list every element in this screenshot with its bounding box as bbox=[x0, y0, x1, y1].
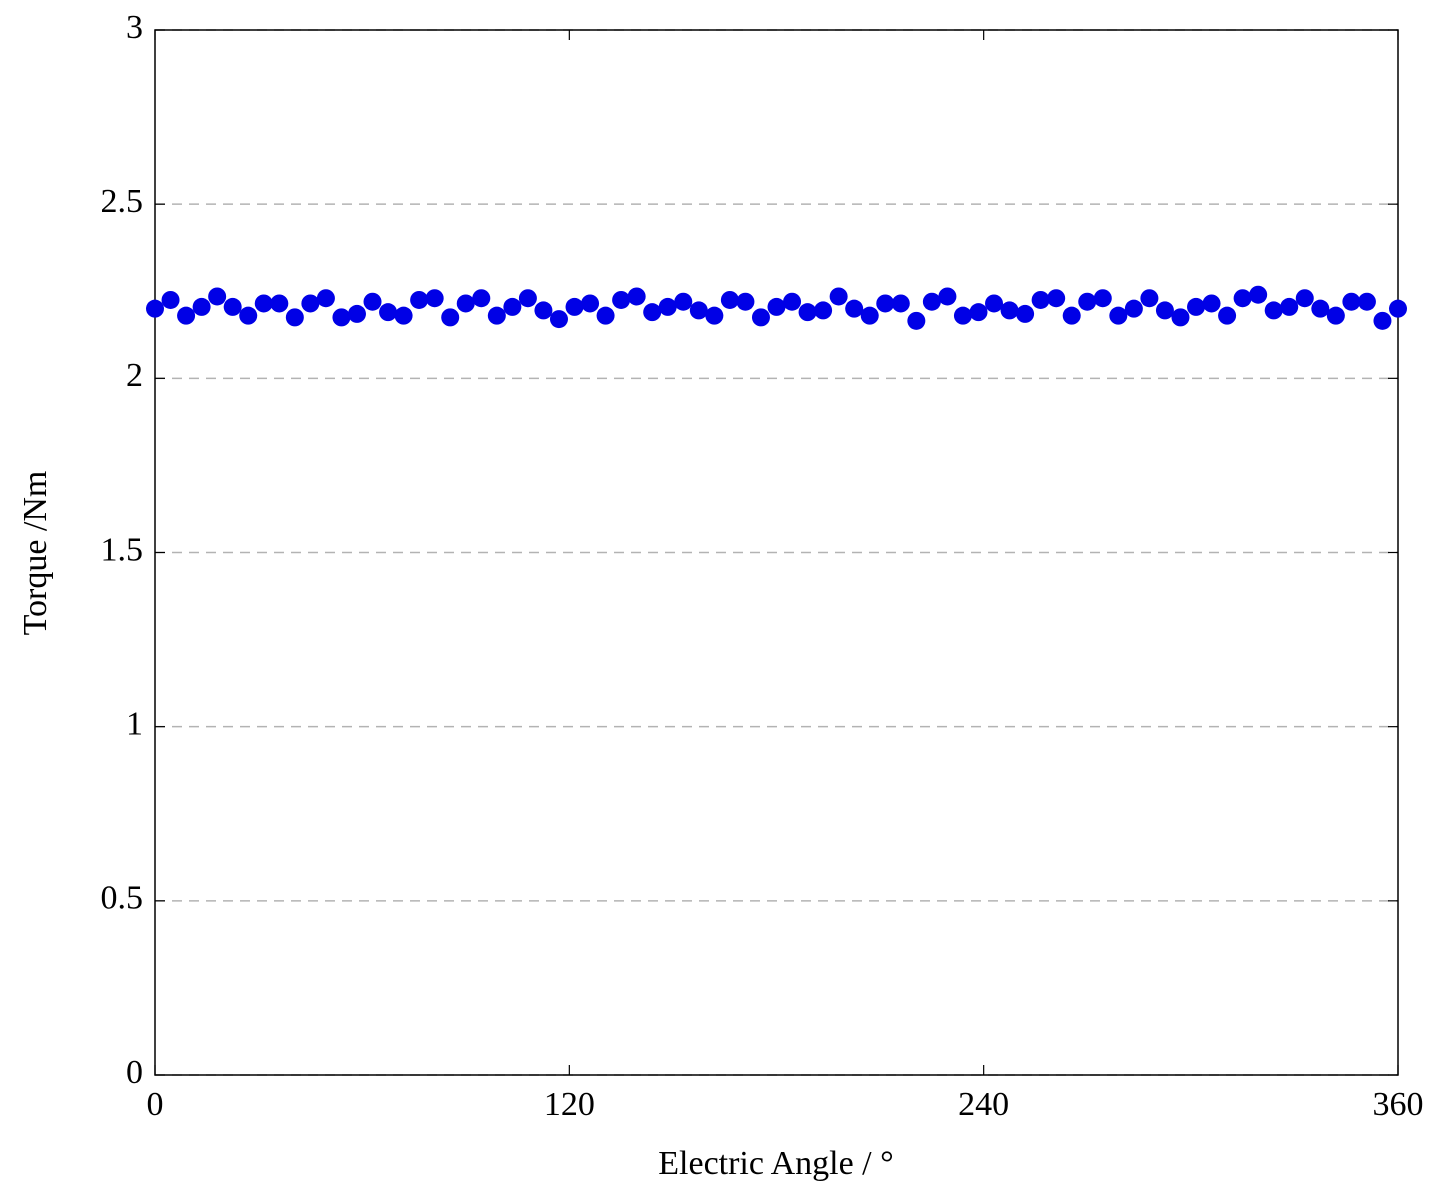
point bbox=[425, 289, 444, 308]
point bbox=[146, 299, 164, 318]
point bbox=[270, 294, 289, 313]
point bbox=[379, 303, 398, 322]
point bbox=[1342, 292, 1361, 311]
x-tick-label: 240 bbox=[958, 1086, 1009, 1123]
point bbox=[643, 303, 662, 322]
y-tick-label: 0 bbox=[126, 1054, 143, 1091]
point bbox=[503, 297, 522, 316]
point bbox=[876, 294, 895, 313]
point bbox=[1264, 301, 1283, 320]
y-tick-label: 1.5 bbox=[101, 531, 144, 568]
point bbox=[1062, 306, 1081, 325]
x-tick-label: 360 bbox=[1373, 1086, 1424, 1123]
y-tick-label: 2 bbox=[126, 357, 143, 394]
point bbox=[674, 292, 693, 311]
point bbox=[208, 287, 227, 306]
point bbox=[549, 310, 568, 329]
point bbox=[1389, 299, 1407, 318]
point bbox=[487, 306, 506, 325]
point bbox=[565, 297, 584, 316]
point bbox=[1233, 289, 1252, 308]
point bbox=[1171, 308, 1190, 327]
point bbox=[1109, 306, 1128, 325]
point bbox=[223, 297, 242, 316]
point bbox=[736, 292, 755, 311]
point bbox=[301, 294, 320, 313]
point bbox=[985, 294, 1004, 313]
point bbox=[410, 290, 429, 309]
point bbox=[783, 292, 802, 311]
y-tick-label: 1 bbox=[126, 705, 143, 742]
point bbox=[1000, 301, 1019, 320]
point bbox=[1047, 289, 1066, 308]
x-tick-label: 120 bbox=[544, 1086, 595, 1123]
point bbox=[612, 290, 631, 309]
point bbox=[1031, 290, 1050, 309]
point bbox=[394, 306, 413, 325]
point bbox=[1140, 289, 1159, 308]
y-axis-label: Torque /Nm bbox=[17, 471, 54, 636]
point bbox=[969, 303, 988, 322]
point bbox=[363, 292, 382, 311]
point bbox=[456, 294, 475, 313]
point bbox=[720, 290, 739, 309]
point bbox=[1016, 304, 1035, 323]
point bbox=[938, 287, 957, 306]
point bbox=[161, 290, 180, 309]
point bbox=[332, 308, 351, 327]
point bbox=[658, 297, 677, 316]
point bbox=[1280, 297, 1299, 316]
y-tick-label: 3 bbox=[126, 9, 143, 46]
point bbox=[1155, 301, 1174, 320]
point bbox=[347, 304, 366, 323]
point bbox=[1373, 311, 1392, 330]
point bbox=[751, 308, 770, 327]
point bbox=[1357, 292, 1376, 311]
point bbox=[1078, 292, 1097, 311]
plot-frame bbox=[154, 29, 1399, 1076]
point bbox=[689, 301, 708, 320]
y-tick-label: 2.5 bbox=[101, 183, 144, 220]
point bbox=[254, 294, 273, 313]
point bbox=[1249, 285, 1268, 304]
point bbox=[767, 297, 786, 316]
point bbox=[285, 308, 304, 327]
point bbox=[316, 289, 335, 308]
point bbox=[891, 294, 910, 313]
point bbox=[814, 301, 833, 320]
point bbox=[1093, 289, 1112, 308]
point bbox=[472, 289, 491, 308]
point bbox=[596, 306, 615, 325]
point bbox=[534, 301, 553, 320]
point bbox=[798, 303, 817, 322]
point bbox=[1202, 294, 1221, 313]
y-tick-label: 0.5 bbox=[101, 880, 144, 917]
point bbox=[1218, 306, 1237, 325]
point bbox=[1326, 306, 1345, 325]
point bbox=[1187, 297, 1206, 316]
point bbox=[860, 306, 879, 325]
point bbox=[177, 306, 196, 325]
point bbox=[1311, 299, 1330, 318]
point bbox=[1124, 299, 1143, 318]
point bbox=[705, 306, 724, 325]
point bbox=[627, 287, 646, 306]
point bbox=[907, 311, 926, 330]
point bbox=[239, 306, 258, 325]
point bbox=[829, 287, 848, 306]
point bbox=[845, 299, 864, 318]
x-tick-label: 0 bbox=[147, 1086, 164, 1123]
x-axis-label: Electric Angle / ° bbox=[658, 1145, 893, 1182]
point bbox=[1295, 289, 1314, 308]
point bbox=[581, 294, 600, 313]
point bbox=[518, 289, 537, 308]
point bbox=[922, 292, 941, 311]
point bbox=[441, 308, 460, 327]
point bbox=[192, 297, 211, 316]
point bbox=[953, 306, 972, 325]
